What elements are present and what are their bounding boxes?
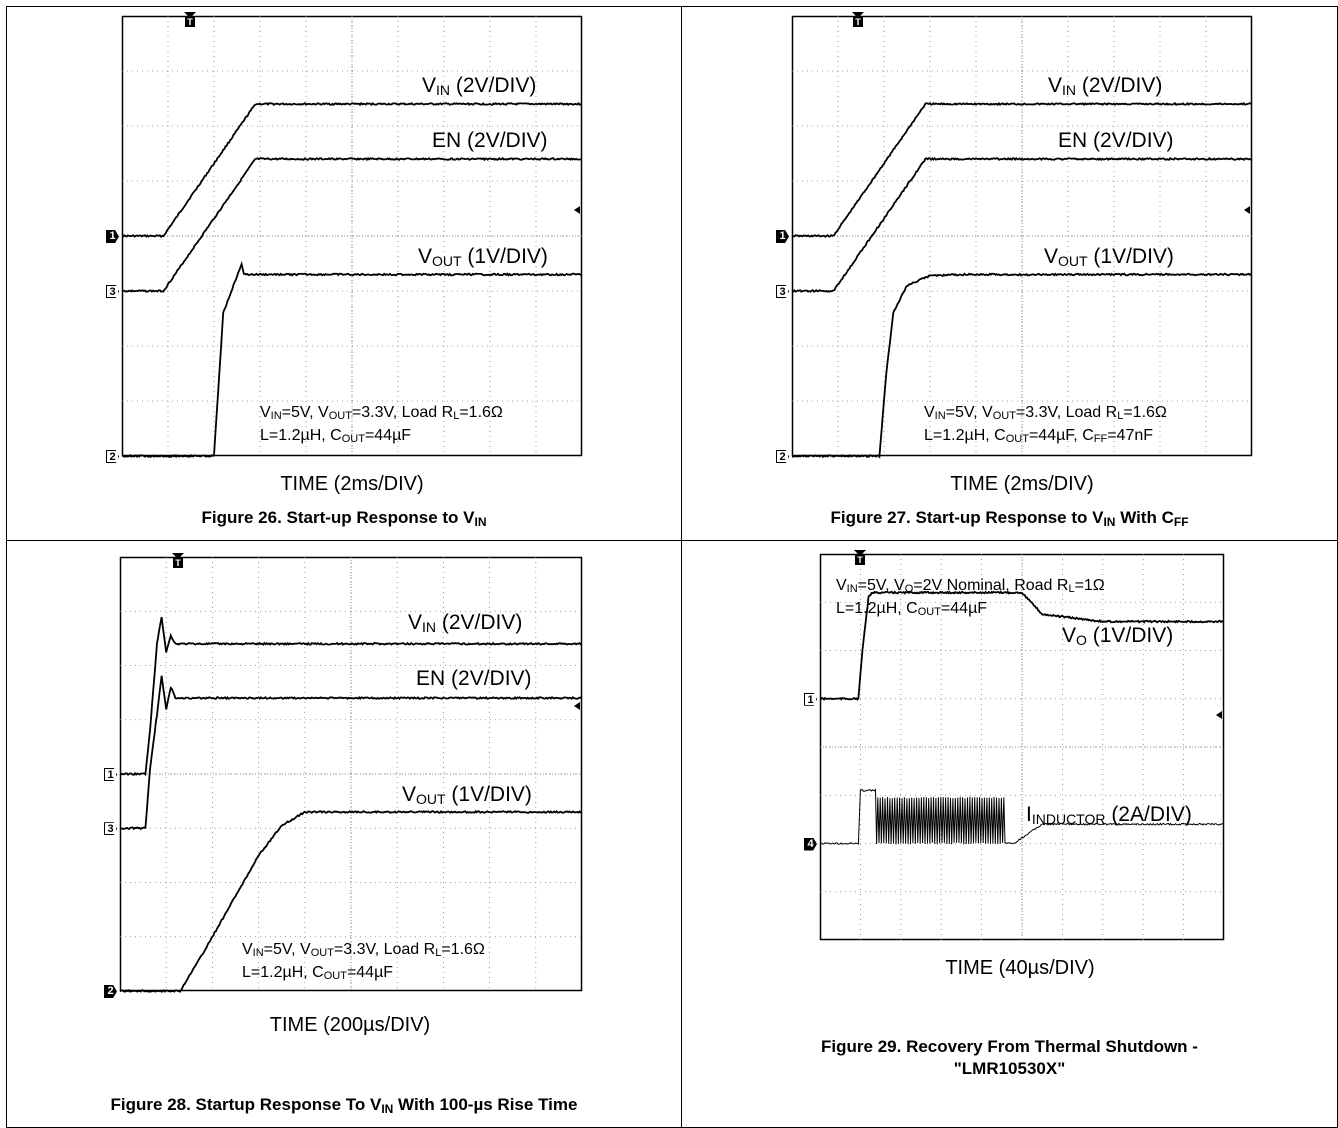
- trace-en: [791, 156, 1253, 293]
- trace-en: [119, 675, 583, 831]
- trace-vin: [121, 101, 583, 239]
- trigger-level-icon: [1244, 206, 1250, 214]
- trace-vo: [819, 590, 1225, 701]
- channel-marker-1: 1: [106, 230, 119, 243]
- x-axis-label-figure-28: TIME (200µs/DIV): [269, 1014, 431, 1036]
- channel-marker-2: 2: [776, 450, 789, 463]
- channel-marker-2: 2: [106, 450, 119, 463]
- trace-label: VIN (2V/DIV): [1048, 74, 1163, 98]
- trace-label: EN (2V/DIV): [416, 667, 532, 690]
- trace-label: IINDUCTOR (2A/DIV): [1026, 803, 1192, 827]
- caption-figure-26: Figure 26. Start-up Response to VIN: [201, 508, 487, 529]
- channel-marker-1: 1: [104, 768, 117, 781]
- trigger-icon: T: [184, 12, 196, 27]
- trace-vin: [791, 101, 1253, 238]
- scope-screen: [119, 556, 583, 993]
- trigger-icon: T: [852, 12, 864, 27]
- trace-label: VOUT (1V/DIV): [402, 783, 532, 807]
- scope-figure-29: 1 VO (1V/DIV) 4 IINDUCTOR (2A/DIV) T VIN=5V, …: [804, 550, 1225, 941]
- trigger-icon: T: [854, 550, 866, 565]
- x-axis-label-figure-27: TIME (2ms/DIV): [950, 473, 1094, 495]
- trigger-icon: T: [172, 553, 184, 568]
- trace-en: [121, 156, 583, 293]
- test-conditions-note: VIN=5V, VOUT=3.3V, Load RL=1.6Ω L=1.2µH, …: [260, 404, 503, 445]
- test-conditions-note: VIN=5V, VO=2V Nominal, Road RL=1Ω L=1.2µH…: [836, 577, 1105, 618]
- trace-label: EN (2V/DIV): [1058, 129, 1174, 152]
- trace-label: VO (1V/DIV): [1062, 624, 1174, 648]
- trace-vout: [121, 260, 583, 459]
- channel-marker-3: 3: [104, 822, 117, 836]
- trace-label: VIN (2V/DIV): [408, 611, 523, 635]
- caption-figure-27: Figure 27. Start-up Response to VIN With…: [830, 508, 1189, 529]
- trace-label: VOUT (1V/DIV): [418, 245, 548, 269]
- trace-vout: [119, 809, 583, 993]
- trace-iinductor: [819, 788, 1225, 845]
- trigger-level-icon: [574, 702, 580, 710]
- scope-screen: [819, 553, 1225, 941]
- trace-label: VOUT (1V/DIV): [1044, 245, 1174, 269]
- trace-label: VIN (2V/DIV): [422, 74, 537, 98]
- scope-figure-27: 1 VIN (2V/DIV) 3 EN (2V/DIV) 2 VOUT (1V/DIV) T…: [776, 12, 1253, 463]
- scope-screen: [121, 15, 583, 459]
- caption-figure-28: Figure 28. Startup Response To VIN With …: [110, 1095, 578, 1116]
- scope-figure-28: 1 VIN (2V/DIV) 3 EN (2V/DIV) 2 VOUT (1V/DIV) T…: [104, 553, 583, 998]
- x-axis-label-figure-26: TIME (2ms/DIV): [280, 473, 424, 495]
- trace-label: EN (2V/DIV): [432, 129, 548, 152]
- scope-screen: [791, 15, 1253, 459]
- channel-marker-1: 1: [776, 230, 789, 243]
- x-axis-label-figure-29: TIME (40µs/DIV): [945, 957, 1095, 979]
- test-conditions-note: VIN=5V, VOUT=3.3V, Load RL=1.6Ω L=1.2µH, …: [242, 941, 485, 982]
- channel-marker-3: 3: [106, 285, 119, 298]
- trigger-level-icon: [1216, 711, 1222, 719]
- scope-figure-26: 1 VIN (2V/DIV) 3 EN (2V/DIV) 2 VOUT (1V/DIV) T…: [106, 12, 583, 463]
- test-conditions-note: VIN=5V, VOUT=3.3V, Load RL=1.6Ω L=1.2µH, …: [924, 404, 1167, 445]
- channel-marker-3: 3: [776, 285, 789, 298]
- caption-figure-29: Figure 29. Recovery From Thermal Shutdow…: [821, 1037, 1198, 1078]
- channel-marker-1: 1: [804, 692, 817, 706]
- channel-marker-2: 2: [104, 985, 117, 998]
- trigger-level-icon: [574, 206, 580, 214]
- channel-marker-4: 4: [804, 837, 817, 851]
- trace-vin: [119, 616, 582, 777]
- trace-vout: [791, 272, 1253, 459]
